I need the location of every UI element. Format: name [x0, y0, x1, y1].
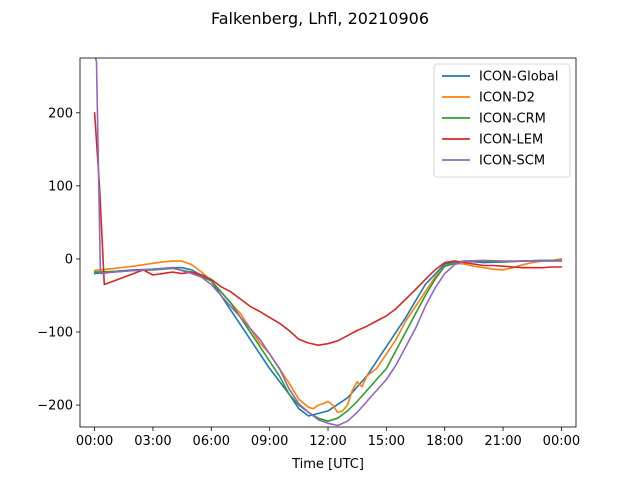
x-tick-label: 06:00 [193, 434, 230, 449]
legend: ICON-Global ICON-D2 ICON-CRM ICON-LEM ICON-S… [433, 63, 571, 178]
legend-label: ICON-CRM [479, 112, 546, 127]
series-line-icon-lem [93, 112, 563, 347]
legend-label: ICON-LEM [479, 133, 543, 148]
y-tick-label: 0 [65, 252, 73, 267]
legend-label: ICON-Global [479, 70, 559, 85]
series-line-icon-global [93, 259, 563, 417]
y-tick-label: −200 [37, 399, 73, 414]
y-tick-label: 200 [48, 106, 73, 121]
x-tick-label: 15:00 [368, 434, 405, 449]
y-tick-label: −100 [37, 326, 73, 341]
x-tick-label: 09:00 [251, 434, 288, 449]
x-axis: 00:00 03:00 06:00 09:00 12:00 15:00 18:00 21:00… [76, 427, 580, 449]
series-line-icon-d2 [93, 258, 563, 414]
series-line-icon-scm [94, 58, 563, 427]
series-line-icon-crm [93, 259, 563, 423]
x-tick-label: 03:00 [134, 434, 171, 449]
x-tick-label: 00:00 [543, 434, 580, 449]
y-axis: −200 −100 0 100 200 [37, 106, 80, 414]
x-tick-label: 00:00 [76, 434, 113, 449]
x-tick-label: 12:00 [309, 434, 346, 449]
legend-box [433, 63, 571, 178]
legend-label: ICON-D2 [479, 91, 535, 106]
series-layer [93, 58, 563, 427]
chart-title: Falkenberg, Lhfl, 20210906 [211, 9, 429, 28]
y-tick-label: 100 [48, 179, 73, 194]
legend-label: ICON-SCM [479, 154, 545, 169]
x-axis-label: Time [UTC] [291, 457, 364, 472]
x-tick-label: 18:00 [426, 434, 463, 449]
x-tick-label: 21:00 [484, 434, 521, 449]
